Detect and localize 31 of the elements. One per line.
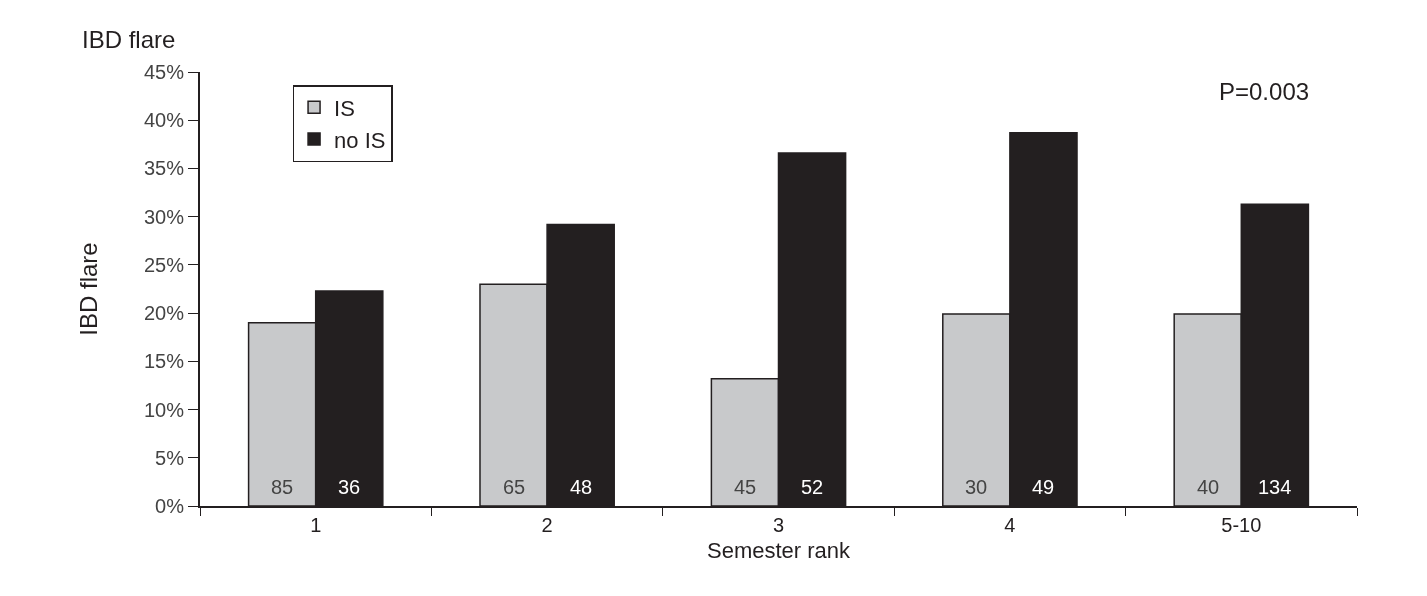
y-tick-label: 30% xyxy=(143,205,185,228)
y-tick-label: 5% xyxy=(155,446,185,469)
annotation: 52 xyxy=(801,476,824,498)
x-tick-label: 1 xyxy=(310,514,322,536)
legend-label: no IS xyxy=(334,127,386,153)
x-tick-label: 2 xyxy=(541,514,553,536)
legend-label: IS xyxy=(334,95,355,121)
annotation: 134 xyxy=(1258,476,1292,498)
x-tick-label: 4 xyxy=(1004,514,1016,536)
annotation: 30 xyxy=(965,476,988,498)
x-tick-label: 3 xyxy=(772,514,785,536)
y-tick-label: 25% xyxy=(143,253,185,276)
annotation: 48 xyxy=(570,476,593,498)
y-tick-label: 10% xyxy=(143,398,185,421)
y-tick-label: 45% xyxy=(143,61,185,83)
y-tick-label: 35% xyxy=(143,157,185,180)
x-axis-title: Semester rank xyxy=(706,538,852,564)
annotation: 36 xyxy=(338,476,361,498)
y-tick-label: 0% xyxy=(155,495,185,517)
x-tick-label: 5-10 xyxy=(1221,514,1262,536)
y-axis-title: IBD flare xyxy=(74,242,102,336)
annotation: 65 xyxy=(503,476,526,498)
y-tick-label: 40% xyxy=(143,109,185,132)
y-tick-label: 20% xyxy=(143,302,185,325)
annotation: 49 xyxy=(1032,476,1055,498)
annotation: 45 xyxy=(734,476,757,498)
annotation: 40 xyxy=(1197,476,1220,498)
y-tick-label: 15% xyxy=(143,350,185,373)
chart-title: IBD flare xyxy=(82,26,176,53)
annotation: P=0.003 xyxy=(1219,78,1310,105)
annotation: 85 xyxy=(271,476,294,498)
